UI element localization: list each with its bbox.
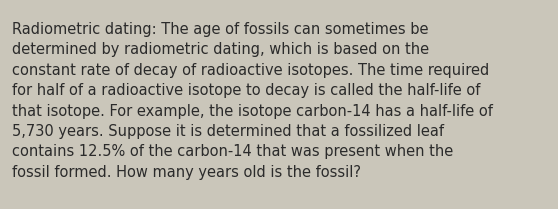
Text: Radiometric dating: The age of fossils can sometimes be
determined by radiometri: Radiometric dating: The age of fossils c… bbox=[12, 22, 493, 180]
